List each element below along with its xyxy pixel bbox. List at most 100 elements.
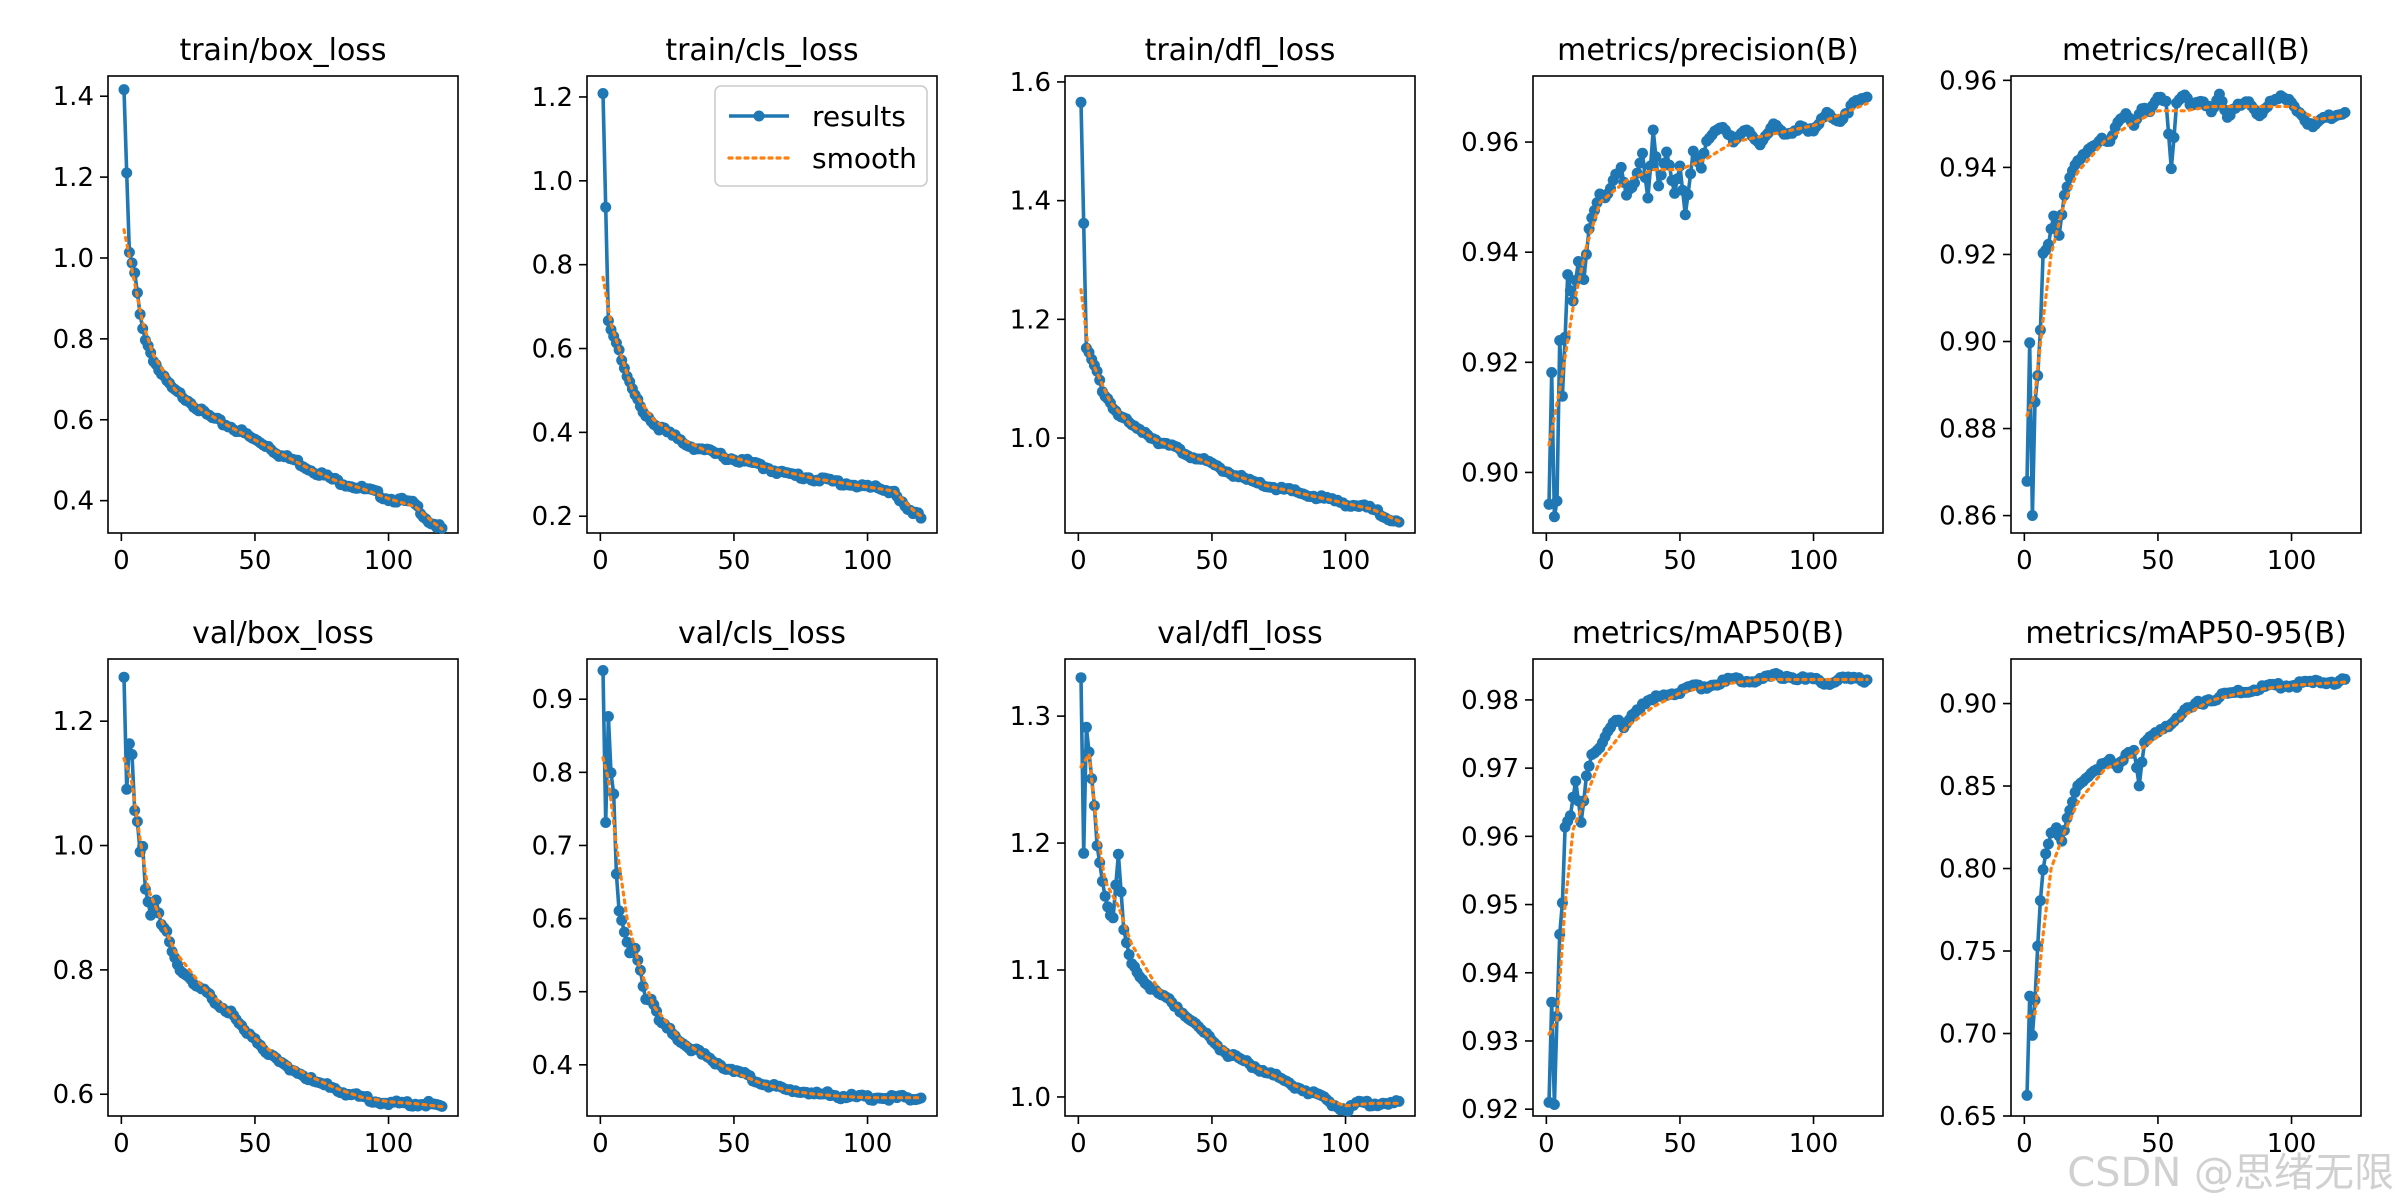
x-tick-label: 100 bbox=[1321, 1129, 1371, 1159]
y-tick-label: 0.94 bbox=[1461, 959, 1519, 989]
y-tick-label: 0.80 bbox=[1939, 855, 1997, 885]
y-tick-label: 0.6 bbox=[532, 335, 573, 365]
panel-1: train/cls_loss 0 50 100 0.2 0.4 0.6 0.8 1.0 1.2 re… bbox=[532, 33, 938, 576]
panel-6: val/cls_loss 0 50 100 0.4 0.5 0.6 0.7 0.8 0.9 bbox=[532, 616, 938, 1159]
y-tick-label: 0.90 bbox=[1939, 690, 1997, 720]
y-tick-label: 0.6 bbox=[53, 406, 94, 436]
results-point bbox=[1078, 847, 1090, 859]
legend: results smooth bbox=[714, 85, 928, 187]
smooth-line bbox=[1547, 677, 1869, 1036]
x-tick-label: 50 bbox=[1195, 1129, 1228, 1159]
x-tick-label: 50 bbox=[1195, 546, 1228, 576]
axes-frame bbox=[1532, 658, 1884, 1117]
results-line bbox=[1547, 95, 1868, 519]
results-point bbox=[2037, 864, 2049, 876]
y-tick-label: 0.96 bbox=[1461, 128, 1519, 158]
results-point bbox=[1564, 810, 1576, 822]
y-tick-label: 0.92 bbox=[1939, 240, 1997, 270]
y-tick-label: 0.95 bbox=[1461, 891, 1519, 921]
y-tick-label: 0.65 bbox=[1939, 1102, 1997, 1132]
x-tick-label: 0 bbox=[1538, 1129, 1555, 1159]
y-tick-label: 0.90 bbox=[1461, 458, 1519, 488]
y-tick-label: 0.75 bbox=[1939, 937, 1997, 967]
results-point bbox=[1637, 147, 1648, 159]
x-tick-label: 0 bbox=[1070, 546, 1087, 576]
panel-title: val/box_loss bbox=[192, 616, 374, 651]
y-tick-label: 0.8 bbox=[53, 325, 94, 355]
panel-9: metrics/mAP50-95(B) 0 50 100 0.65 0.70 0.75 0.8… bbox=[1939, 616, 2362, 1159]
results-point bbox=[2042, 838, 2054, 850]
y-tick-label: 0.90 bbox=[1939, 327, 1997, 357]
axes-frame bbox=[1532, 75, 1884, 534]
results-point bbox=[2067, 796, 2078, 808]
axes-frame bbox=[1064, 75, 1416, 534]
x-tick-label: 50 bbox=[717, 546, 750, 576]
results-point bbox=[602, 711, 614, 722]
y-tick-label: 0.6 bbox=[532, 905, 573, 935]
results-point bbox=[2050, 219, 2062, 231]
results-point bbox=[1634, 157, 1646, 169]
results-point bbox=[1556, 390, 1568, 402]
y-tick-label: 0.92 bbox=[1461, 1095, 1519, 1125]
results-point bbox=[1083, 746, 1095, 758]
results-point bbox=[1075, 672, 1087, 684]
results-point bbox=[1546, 996, 1558, 1008]
results-point bbox=[632, 954, 644, 966]
results-point bbox=[1679, 209, 1691, 221]
y-tick-label: 0.4 bbox=[53, 487, 94, 517]
axes-frame bbox=[107, 658, 459, 1117]
results-point bbox=[2021, 1089, 2033, 1101]
results-point bbox=[618, 926, 630, 938]
results-point bbox=[1570, 775, 1582, 787]
panel-title: train/cls_loss bbox=[665, 33, 858, 68]
results-point bbox=[1080, 721, 1092, 733]
y-tick-label: 1.3 bbox=[1010, 702, 1051, 732]
results-point bbox=[2026, 1029, 2038, 1041]
results-point bbox=[2216, 95, 2228, 107]
y-tick-label: 1.1 bbox=[1010, 956, 1051, 986]
y-tick-label: 0.8 bbox=[53, 956, 94, 986]
panel-title: val/cls_loss bbox=[678, 616, 846, 651]
smooth-line bbox=[601, 756, 923, 1100]
y-tick-label: 1.4 bbox=[53, 82, 94, 112]
y-tick-label: 0.88 bbox=[1939, 415, 1997, 445]
results-point bbox=[1112, 848, 1124, 860]
results-point bbox=[1123, 949, 1135, 961]
results-point bbox=[1107, 912, 1119, 924]
results-point bbox=[1393, 1095, 1405, 1107]
panel-2: train/dfl_loss 0 50 100 1.0 1.2 1.4 1.6 bbox=[1010, 33, 1416, 576]
results-point bbox=[123, 738, 135, 750]
results-point bbox=[1650, 151, 1662, 163]
x-tick-label: 100 bbox=[364, 1129, 414, 1159]
smooth-line bbox=[122, 228, 444, 531]
x-tick-label: 0 bbox=[113, 1129, 130, 1159]
y-tick-label: 0.97 bbox=[1461, 754, 1519, 784]
x-tick-label: 100 bbox=[1789, 1129, 1839, 1159]
results-point bbox=[1682, 189, 1694, 201]
results-point bbox=[121, 167, 133, 179]
results-point bbox=[1075, 96, 1087, 108]
y-tick-label: 0.8 bbox=[532, 758, 573, 788]
smooth-line bbox=[1079, 749, 1401, 1108]
y-tick-label: 1.2 bbox=[53, 707, 94, 737]
y-tick-label: 0.96 bbox=[1939, 66, 1997, 96]
results-point bbox=[1562, 269, 1574, 281]
x-tick-label: 0 bbox=[2016, 546, 2033, 576]
legend-box bbox=[714, 85, 928, 187]
x-tick-label: 0 bbox=[592, 546, 609, 576]
results-point bbox=[2048, 210, 2060, 222]
results-point bbox=[616, 914, 628, 926]
results-point bbox=[597, 665, 609, 676]
results-point bbox=[1583, 760, 1595, 772]
y-tick-label: 1.4 bbox=[1010, 187, 1051, 217]
results-point bbox=[2040, 848, 2052, 860]
y-tick-label: 1.0 bbox=[53, 244, 94, 274]
axes-frame bbox=[2010, 658, 2362, 1117]
results-point bbox=[2042, 238, 2054, 250]
results-line bbox=[2025, 677, 2346, 1096]
x-tick-label: 50 bbox=[2141, 1129, 2174, 1159]
results-point bbox=[1551, 495, 1563, 507]
panel-title: val/dfl_loss bbox=[1157, 616, 1322, 651]
y-tick-label: 0.5 bbox=[532, 978, 573, 1008]
